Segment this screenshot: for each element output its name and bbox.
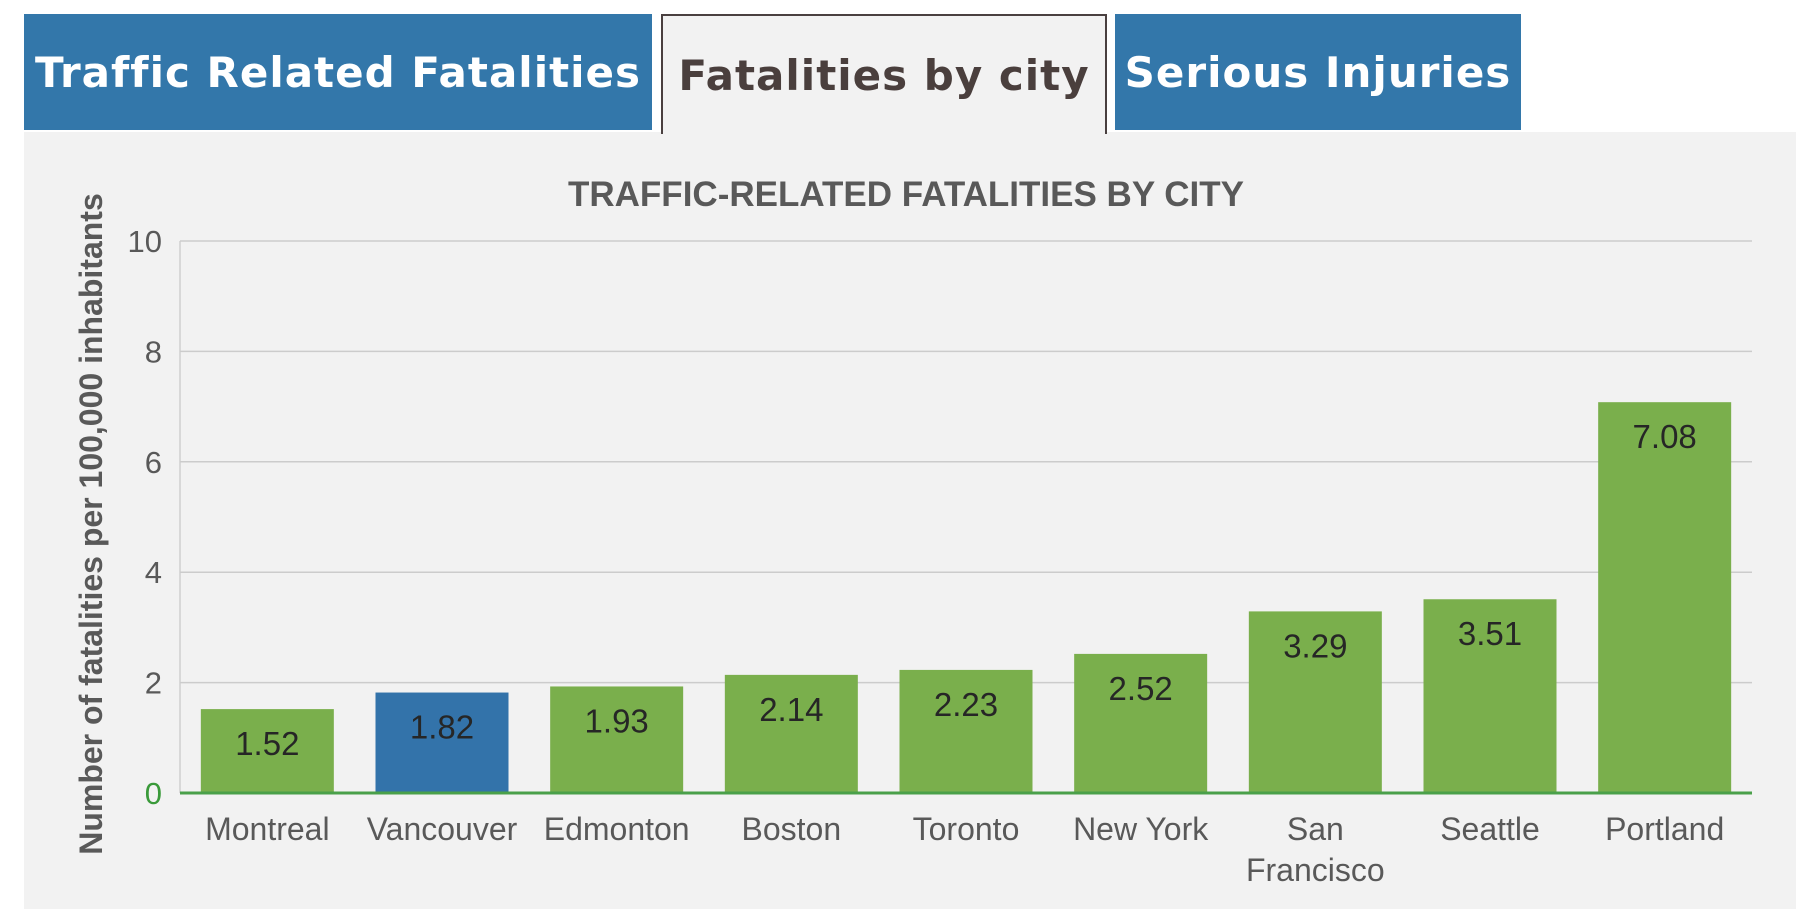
bars: [200, 402, 1732, 793]
chart-title: TRAFFIC-RELATED FATALITIES BY CITY: [568, 175, 1244, 214]
bar: [1598, 402, 1732, 793]
bar: [1423, 599, 1557, 793]
bar: [1248, 611, 1382, 793]
data-label: 3.29: [1283, 627, 1347, 664]
y-tick-label: 2: [145, 666, 162, 701]
y-axis-ticks: 0 2 4 6 8 10: [128, 224, 162, 811]
data-label: 3.51: [1458, 615, 1522, 652]
y-axis-label: Number of fatalities per 100,000 inhabit…: [73, 193, 109, 855]
data-label: 2.23: [934, 686, 998, 723]
bar: [724, 674, 858, 793]
y-tick-label: 8: [145, 334, 162, 369]
bar: [200, 709, 334, 793]
data-label: 2.14: [759, 691, 823, 728]
tab-serious-injuries[interactable]: Serious Injuries: [1115, 14, 1521, 130]
data-labels: 1.52 1.82 1.93 2.14 2.23 2.52 3.29 3.51 7.08: [235, 418, 1697, 762]
tab-traffic-related-fatalities[interactable]: Traffic Related Fatalities: [24, 14, 652, 130]
bar: [1074, 653, 1208, 793]
x-tick-label: Boston: [742, 811, 842, 847]
x-tick-label: Portland: [1605, 811, 1724, 847]
data-label: 1.52: [235, 725, 299, 762]
bar: [899, 669, 1033, 793]
data-label: 1.93: [585, 702, 649, 739]
x-tick-label: Edmonton: [544, 811, 690, 847]
x-tick-label: Toronto: [913, 811, 1020, 847]
x-tick-label: Vancouver: [367, 811, 518, 847]
data-label: 1.82: [410, 709, 474, 746]
y-tick-label: 0: [145, 776, 162, 811]
x-tick-label: San Francisco: [1246, 811, 1385, 888]
x-axis-ticks: Montreal Vancouver Edmonton Boston Toronto Ne…: [205, 811, 1724, 888]
bar: [550, 686, 684, 793]
tab-fatalities-by-city[interactable]: Fatalities by city: [661, 14, 1107, 134]
bar: [375, 692, 509, 793]
gridlines: [179, 240, 1752, 793]
x-tick-label: Seattle: [1440, 811, 1540, 847]
x-tick-label: New York: [1073, 811, 1209, 847]
y-tick-label: 4: [145, 555, 162, 590]
y-tick-label: 6: [145, 445, 162, 480]
x-tick-label: Montreal: [205, 811, 330, 847]
data-label: 7.08: [1633, 418, 1697, 455]
data-label: 2.52: [1109, 670, 1173, 707]
y-tick-label: 10: [128, 224, 162, 259]
